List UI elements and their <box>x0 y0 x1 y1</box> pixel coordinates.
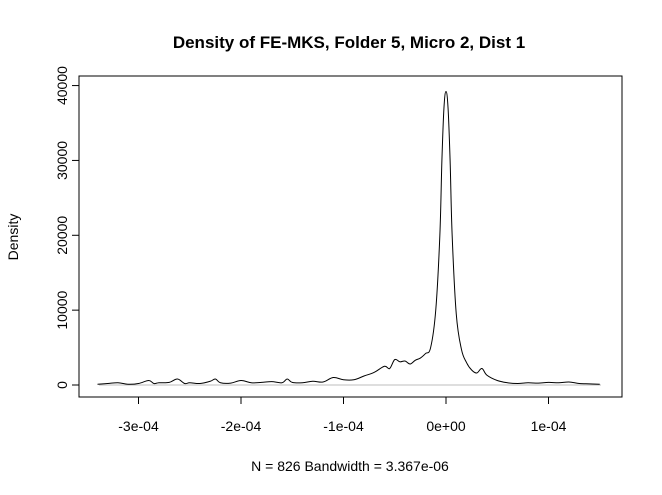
y-tick-label: 30000 <box>54 141 70 180</box>
y-tick-label: 10000 <box>54 290 70 329</box>
y-tick-label: 20000 <box>54 216 70 255</box>
y-axis-label: Density <box>5 214 21 261</box>
x-tick-label: -2e-04 <box>221 418 262 434</box>
x-axis-label: N = 826 Bandwidth = 3.367e-06 <box>251 458 449 474</box>
plot-area-border <box>78 75 623 398</box>
chart-title: Density of FE-MKS, Folder 5, Micro 2, Di… <box>173 33 525 52</box>
y-tick-label: 0 <box>54 381 70 389</box>
series-line-density <box>97 91 600 385</box>
y-tick-label: 40000 <box>54 66 70 105</box>
x-axis: -3e-04 -2e-04 -1e-04 0e+00 1e-04 <box>118 396 567 434</box>
x-tick-label: -3e-04 <box>118 418 159 434</box>
x-tick-label: 1e-04 <box>531 418 567 434</box>
x-tick-label: -1e-04 <box>323 418 364 434</box>
x-tick-label: 0e+00 <box>426 418 466 434</box>
y-axis: 0 10000 20000 30000 40000 <box>54 66 80 389</box>
